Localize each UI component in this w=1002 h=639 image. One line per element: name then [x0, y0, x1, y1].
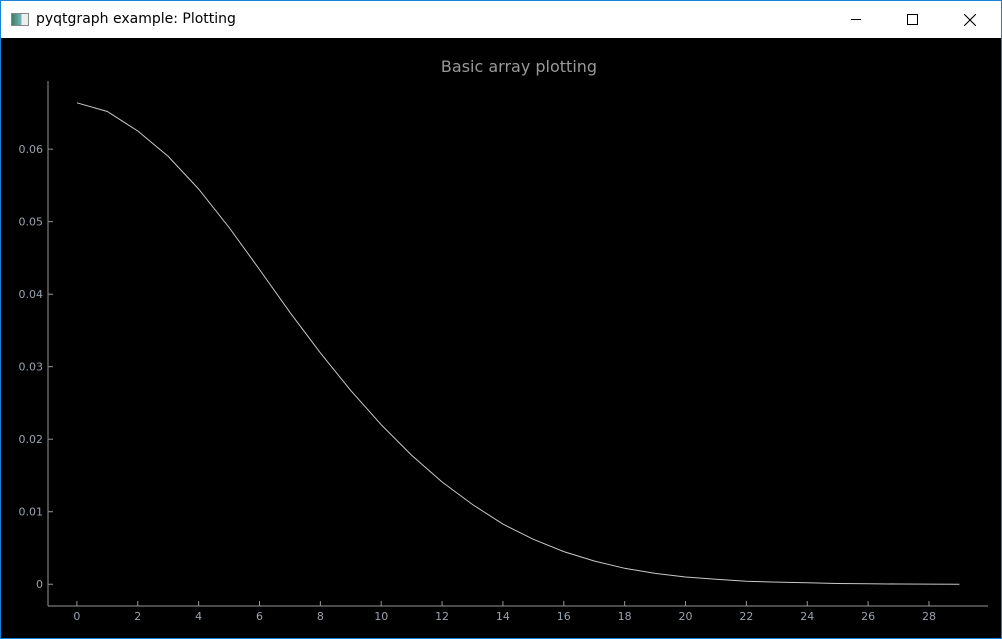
y-tick-label: 0.03: [19, 361, 44, 374]
plot-area[interactable]: Basic array plotting 0 2 4 6 8 10 12 14 16 18 20 22…: [1, 38, 1001, 638]
x-tick-label: 24: [800, 610, 814, 623]
y-tick-label: 0.04: [19, 288, 44, 301]
minimize-button[interactable]: [833, 1, 879, 38]
y-tick-label: 0.05: [19, 216, 44, 229]
minimize-icon: [851, 19, 861, 20]
close-button[interactable]: [947, 1, 993, 38]
x-tick-label: 22: [739, 610, 753, 623]
x-tick-label: 14: [496, 610, 510, 623]
y-tick-label: 0.06: [19, 143, 44, 156]
x-tick-label: 10: [374, 610, 388, 623]
x-tick-label: 6: [256, 610, 263, 623]
maximize-button[interactable]: [889, 1, 935, 38]
x-tick-label: 16: [557, 610, 571, 623]
window-title: pyqtgraph example: Plotting: [36, 11, 236, 27]
close-icon: [964, 13, 976, 26]
x-tick-label: 20: [679, 610, 693, 623]
x-tick-label: 0: [73, 610, 80, 623]
x-tick-label: 28: [922, 610, 936, 623]
x-tick-label: 12: [435, 610, 449, 623]
x-tick-label: 18: [618, 610, 632, 623]
title-bar[interactable]: pyqtgraph example: Plotting: [1, 1, 1001, 38]
y-tick-label: 0.02: [19, 433, 44, 446]
chart-title: Basic array plotting: [441, 57, 597, 76]
maximize-icon: [906, 14, 918, 25]
y-tick-label: 0.01: [19, 506, 44, 519]
x-tick-label: 2: [134, 610, 141, 623]
app-icon: [11, 13, 29, 26]
data-line: [76, 102, 960, 585]
x-tick-label: 26: [861, 610, 875, 623]
x-tick-label: 8: [317, 610, 324, 623]
y-tick-label: 0: [36, 578, 43, 591]
x-tick-label: 4: [195, 610, 202, 623]
